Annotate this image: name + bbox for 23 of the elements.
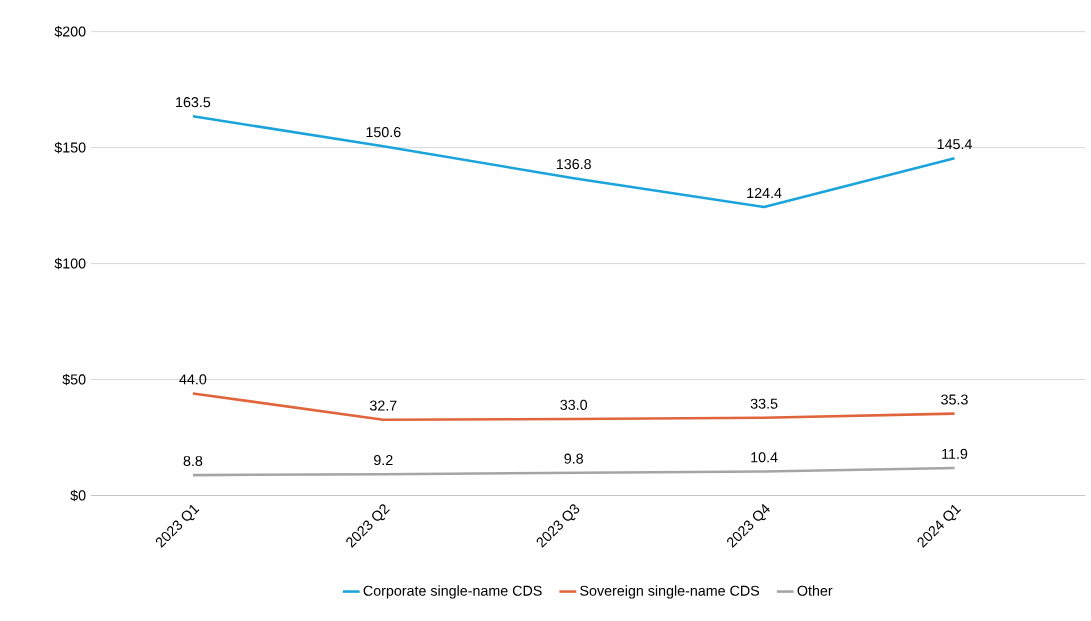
data-label: 9.2 — [374, 454, 393, 466]
data-label: 136.8 — [556, 158, 591, 170]
y-tick-label: $100 — [54, 257, 86, 270]
y-tick-label: $200 — [54, 25, 86, 38]
data-label: 163.5 — [176, 97, 211, 108]
data-label: 124.4 — [747, 187, 782, 198]
data-label: 33.5 — [750, 398, 778, 409]
data-label: 32.7 — [369, 400, 397, 411]
legend-label: Corporate single-name CDS — [363, 585, 542, 599]
data-label: 10.4 — [751, 452, 778, 463]
data-label: 150.6 — [366, 126, 401, 138]
y-tick-label: $150 — [54, 141, 86, 154]
legend-label: Other — [797, 585, 833, 596]
y-tick-label: $50 — [62, 373, 86, 386]
data-label: 33.0 — [560, 399, 588, 410]
data-label: 11.9 — [942, 448, 968, 459]
data-label: 145.4 — [937, 139, 972, 150]
data-label: 35.3 — [941, 394, 968, 405]
legend-label: Sovereign single-name CDS — [580, 585, 760, 599]
data-label: 8.8 — [183, 455, 203, 466]
y-tick-label: $0 — [70, 489, 86, 502]
data-label: 9.8 — [564, 453, 584, 464]
data-label: 44.0 — [179, 374, 207, 385]
